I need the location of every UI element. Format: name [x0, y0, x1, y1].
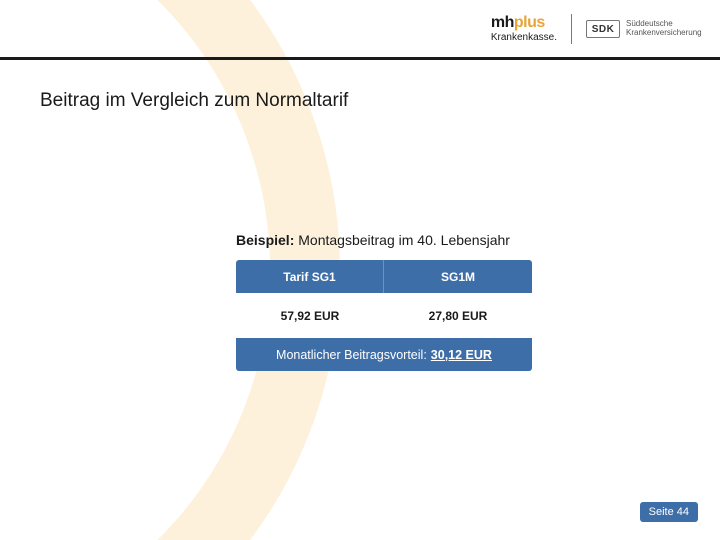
page-number-badge: Seite 44: [640, 502, 698, 522]
table-footer-value: 30,12 EUR: [431, 348, 492, 362]
table-cell: 27,80 EUR: [384, 293, 532, 338]
table-footer-label: Monatlicher Beitragsvorteil:: [276, 348, 427, 362]
logo-mh-text: mh: [491, 14, 514, 31]
sdk-subtext: Süddeutsche Krankenversicherung: [626, 20, 698, 38]
example-caption: Beispiel: Montagsbeitrag im 40. Lebensja…: [236, 232, 510, 248]
table-col-header: Tarif SG1: [236, 260, 384, 293]
table-cell: 57,92 EUR: [236, 293, 384, 338]
table-header-row: Tarif SG1 SG1M: [236, 260, 532, 293]
header-logos: mhplus Krankenkasse. SDK Süddeutsche Kra…: [491, 14, 698, 44]
logo-mh-subtext: Krankenkasse.: [491, 33, 557, 43]
page-number: 44: [677, 506, 689, 518]
table-row: 57,92 EUR 27,80 EUR: [236, 293, 532, 338]
logo-plus-text: plus: [514, 14, 545, 31]
example-text: Montagsbeitrag im 40. Lebensjahr: [294, 232, 510, 248]
example-label: Beispiel:: [236, 232, 294, 248]
logo-sdk: SDK Süddeutsche Krankenversicherung: [586, 20, 698, 38]
table-col-header: SG1M: [384, 260, 532, 293]
page-title: Beitrag im Vergleich zum Normaltarif: [40, 90, 348, 112]
comparison-table: Tarif SG1 SG1M 57,92 EUR 27,80 EUR Monat…: [236, 260, 532, 371]
logo-mhplus: mhplus Krankenkasse.: [491, 15, 557, 43]
table-footer-row: Monatlicher Beitragsvorteil: 30,12 EUR: [236, 338, 532, 371]
header-separator: [0, 57, 720, 60]
logo-divider: [571, 14, 572, 44]
page-label: Seite: [649, 506, 674, 518]
sdk-mark: SDK: [586, 20, 620, 38]
